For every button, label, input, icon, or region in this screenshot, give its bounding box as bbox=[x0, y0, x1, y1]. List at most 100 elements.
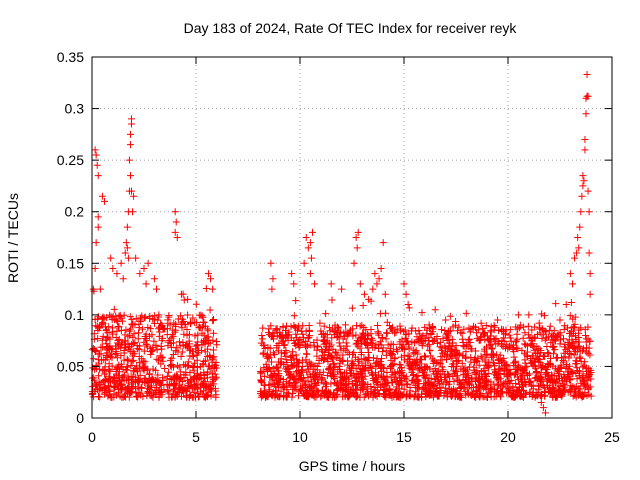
data-point bbox=[259, 350, 267, 358]
data-point bbox=[158, 388, 166, 396]
data-point bbox=[209, 346, 217, 354]
data-point bbox=[339, 374, 347, 382]
data-point bbox=[390, 360, 398, 368]
data-point bbox=[158, 354, 166, 362]
data-point bbox=[586, 351, 594, 359]
data-point bbox=[471, 323, 479, 331]
data-point bbox=[282, 327, 290, 335]
data-point bbox=[405, 352, 413, 360]
data-point bbox=[282, 356, 290, 364]
data-point bbox=[301, 342, 309, 350]
data-point bbox=[509, 345, 517, 353]
data-point bbox=[202, 357, 210, 365]
data-point bbox=[360, 393, 368, 401]
data-point bbox=[536, 391, 544, 399]
data-point bbox=[92, 239, 100, 247]
data-point bbox=[179, 386, 187, 394]
data-point bbox=[514, 361, 522, 369]
data-point bbox=[363, 340, 371, 348]
data-point bbox=[486, 332, 494, 340]
data-point bbox=[193, 351, 201, 359]
data-point bbox=[480, 365, 488, 373]
data-point bbox=[579, 182, 587, 190]
data-point bbox=[357, 351, 365, 359]
data-point bbox=[318, 387, 326, 395]
data-point bbox=[506, 326, 514, 334]
data-point bbox=[152, 391, 160, 399]
data-point bbox=[191, 381, 199, 389]
data-point bbox=[498, 327, 506, 335]
data-point bbox=[472, 378, 479, 386]
data-point bbox=[100, 366, 108, 374]
data-point bbox=[481, 371, 489, 379]
data-point bbox=[565, 376, 573, 384]
data-point bbox=[382, 309, 390, 317]
data-point bbox=[139, 362, 147, 370]
data-point bbox=[135, 320, 143, 328]
data-point bbox=[453, 372, 461, 380]
data-point bbox=[452, 342, 460, 350]
data-point bbox=[398, 371, 406, 379]
data-point bbox=[210, 353, 218, 361]
data-point bbox=[505, 331, 513, 339]
data-point bbox=[585, 390, 593, 398]
data-point bbox=[460, 365, 468, 373]
data-point bbox=[120, 349, 128, 357]
x-tick-label: 0 bbox=[88, 429, 96, 445]
data-point bbox=[545, 350, 553, 358]
data-point bbox=[280, 350, 288, 358]
y-axis-label: ROTI / TECUs bbox=[5, 193, 21, 283]
data-point bbox=[304, 393, 312, 401]
data-point bbox=[180, 371, 188, 379]
data-point bbox=[264, 353, 272, 361]
data-point bbox=[129, 208, 137, 216]
data-point bbox=[270, 335, 278, 343]
data-point bbox=[552, 334, 560, 342]
data-point bbox=[335, 363, 343, 371]
data-point bbox=[197, 346, 205, 354]
data-point bbox=[351, 382, 359, 390]
data-point bbox=[476, 376, 484, 384]
data-point bbox=[267, 259, 275, 267]
data-point bbox=[453, 363, 461, 371]
data-point bbox=[552, 393, 560, 401]
data-point bbox=[127, 389, 135, 397]
data-point bbox=[156, 378, 164, 386]
data-point bbox=[157, 381, 165, 389]
data-point bbox=[458, 335, 466, 343]
data-point bbox=[210, 380, 218, 388]
data-point bbox=[269, 329, 277, 337]
data-point bbox=[388, 378, 396, 386]
data-point bbox=[450, 385, 458, 393]
data-point bbox=[358, 373, 366, 381]
data-point bbox=[109, 264, 117, 272]
data-point bbox=[136, 371, 144, 379]
data-point bbox=[452, 352, 460, 360]
data-point bbox=[320, 355, 328, 363]
data-point bbox=[311, 380, 319, 388]
data-point bbox=[525, 370, 533, 378]
data-point bbox=[362, 326, 370, 334]
data-point bbox=[440, 392, 448, 400]
data-point bbox=[128, 320, 136, 328]
data-point bbox=[146, 325, 154, 333]
data-point bbox=[200, 358, 208, 366]
data-point bbox=[576, 354, 584, 362]
data-point bbox=[95, 386, 103, 394]
data-point bbox=[334, 324, 342, 332]
data-point bbox=[169, 333, 177, 341]
data-point bbox=[295, 337, 303, 345]
data-point bbox=[357, 337, 365, 345]
data-point bbox=[119, 275, 127, 283]
data-point bbox=[558, 374, 566, 382]
data-point bbox=[206, 382, 214, 390]
data-point bbox=[123, 355, 131, 363]
data-point bbox=[144, 259, 152, 267]
data-point bbox=[194, 385, 202, 393]
data-point bbox=[494, 340, 502, 348]
data-point bbox=[425, 341, 433, 349]
data-point bbox=[433, 372, 441, 380]
data-point bbox=[354, 228, 362, 236]
data-point bbox=[142, 340, 150, 348]
data-point bbox=[318, 375, 326, 383]
